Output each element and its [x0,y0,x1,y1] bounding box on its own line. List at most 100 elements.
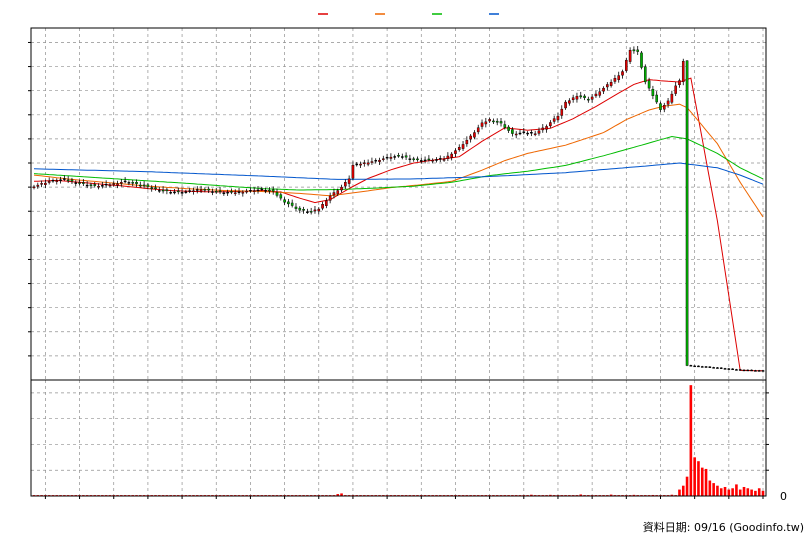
candle-body [161,189,165,192]
candle-body [575,95,579,100]
candle-body [533,133,537,135]
candle-body [431,160,434,162]
volume-bar [750,489,753,496]
candle-body [719,367,723,369]
candle-body [662,105,666,110]
candle-body [249,189,252,192]
candle-body [120,182,123,184]
candle-body [104,183,108,186]
volume-bar [693,457,696,496]
candle-body [670,93,674,103]
candle-body [82,182,85,184]
volume-bar [731,488,734,496]
candle-body [457,146,461,150]
candle-body [647,80,651,89]
candle-body [716,367,719,369]
candle-body [587,98,590,101]
moving-average-line [33,162,764,185]
candle-body [222,192,226,195]
volume-bar [708,480,712,496]
candle-body [347,178,351,184]
candle-body [522,131,526,134]
candle-body [63,178,66,180]
candle-body [571,97,575,101]
candle-body [139,184,142,187]
candle-body [556,115,560,121]
candle-body [252,190,256,192]
candle-body [423,159,427,162]
candle-body [484,121,488,125]
candle-body [321,204,324,209]
volume-bar [719,488,723,496]
volume-bar [681,485,685,496]
candle-body [640,52,643,68]
volume-bar [761,490,765,496]
candle-body [85,184,89,187]
candle-body [93,184,97,186]
candle-body [385,156,389,159]
candle-body [674,85,677,94]
candle-body [226,191,229,194]
candle-body [351,165,355,179]
candle-body [127,182,131,184]
candle-body [176,190,180,193]
candle-body [389,156,393,159]
candle-body [245,190,248,193]
candle-body [454,150,457,154]
candle-body [541,127,545,131]
volume-bar [738,489,742,496]
candle-body [393,156,397,158]
price-panel [28,27,767,381]
candle-body [697,365,700,368]
candle-body [628,50,632,62]
candle-body [66,179,70,182]
candle-body [142,184,146,187]
candle-body [609,82,613,86]
volume-bar [530,494,533,496]
data-date-footer: 資料日期: 09/16 (Goodinfo.tw) [643,520,804,534]
candle-body [678,80,681,86]
volume-panel-frame [30,379,767,497]
candle-body [359,163,362,166]
candle-body [279,194,283,199]
candle-body [594,93,598,97]
candle-body [621,71,624,76]
candle-body [298,207,302,211]
volume-bar [735,484,738,496]
volume-bar [712,483,715,496]
candle-body [192,190,195,192]
candle-body [526,132,529,135]
candle-body [761,370,765,372]
candle-body [268,189,271,192]
candle-body [306,211,309,213]
volume-bar [609,494,613,496]
candle-body [712,367,715,369]
candle-body [89,184,93,186]
candle-body [400,156,404,158]
candle-body [32,186,36,189]
candle-body [59,179,62,181]
candle-body [302,209,305,211]
candle-body [598,91,602,96]
candle-body [256,189,260,192]
candle-body [271,189,275,192]
candle-body [738,369,742,371]
candle-body [260,188,264,191]
candle-body [564,101,567,109]
candle-body [150,187,154,189]
volume-bar [746,488,750,496]
candle-body [70,179,74,182]
candle-body [416,158,419,161]
candle-body [689,365,693,367]
candle-body [211,191,214,193]
candle-body [625,59,628,71]
candle-body [374,160,378,162]
candle-body [355,163,359,166]
volume-bar [704,468,708,496]
volume-bar [689,385,693,496]
candle-body [101,185,104,187]
candle-body [461,144,465,149]
candle-body [492,120,495,123]
candle-body [363,162,366,164]
date-axis-ticks [44,496,764,499]
